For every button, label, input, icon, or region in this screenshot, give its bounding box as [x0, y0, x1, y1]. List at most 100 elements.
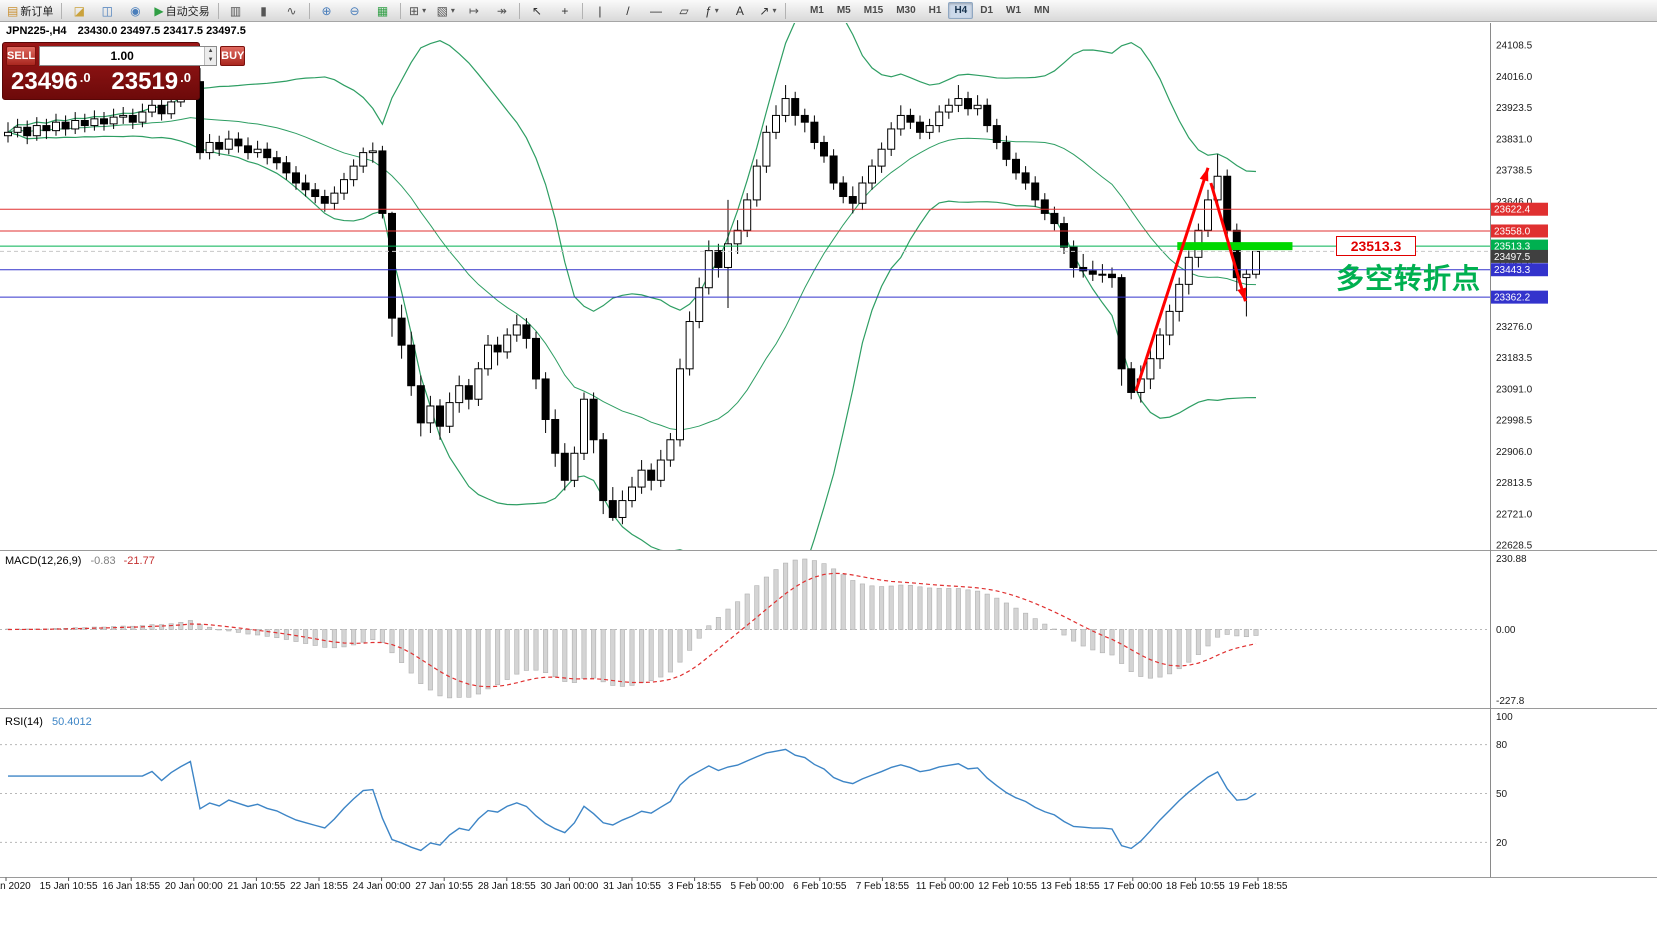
- autotrading-icon: ▶: [154, 3, 164, 18]
- toolbar-group: ⊕ ⊖ ▦: [314, 1, 396, 21]
- timeframe-h1-button[interactable]: H1: [928, 5, 942, 16]
- timeframe-m30-button[interactable]: M30: [896, 5, 916, 16]
- new-chart-button[interactable]: ⊞ ▾: [405, 1, 431, 21]
- candle: [215, 141, 224, 150]
- macd-main-value: -0.83: [90, 555, 116, 567]
- sell-button[interactable]: SELL: [6, 46, 37, 66]
- market-watch-button[interactable]: ◫: [94, 1, 120, 21]
- macd-bar: [408, 629, 414, 674]
- candle: [349, 165, 358, 181]
- tile-windows-button[interactable]: ▦: [370, 1, 396, 21]
- line-chart-mode-icon: ∿: [286, 3, 297, 18]
- volume-increase-button[interactable]: ▲: [205, 47, 217, 56]
- macd-bar: [1042, 623, 1048, 630]
- bar-chart-mode-icon: ▥: [229, 3, 242, 18]
- zoom-out-button[interactable]: ⊖: [342, 1, 368, 21]
- timeframe-w1-button[interactable]: W1: [1006, 5, 1022, 16]
- candle: [493, 344, 502, 353]
- candle: [205, 141, 214, 154]
- new-order-button[interactable]: ▤ 新订单: [3, 1, 57, 21]
- macd-bar: [600, 629, 606, 683]
- candle: [100, 118, 108, 125]
- macd-bar: [1243, 629, 1249, 638]
- macd-bar: [1167, 629, 1173, 675]
- time-tick-label: 30 Jan 00:00: [540, 881, 598, 892]
- candle: [1060, 223, 1068, 248]
- navigator-button[interactable]: ◉: [122, 1, 148, 21]
- timeframe-m1-button[interactable]: M1: [809, 5, 824, 16]
- macd-bar: [802, 558, 808, 630]
- macd-bar: [1186, 629, 1192, 663]
- time-tick-label: 21 Jan 10:55: [227, 881, 285, 892]
- candle: [148, 104, 156, 113]
- macd-bar: [811, 560, 817, 630]
- profiles-icon: ▧: [436, 3, 448, 18]
- candlestick-mode-button[interactable]: ▮: [251, 1, 277, 21]
- toolbar-separator: [581, 2, 583, 19]
- timeframe-d1-button[interactable]: D1: [980, 5, 994, 16]
- crosshair-icon: +: [561, 3, 569, 18]
- trend-arrow-up[interactable]: [1134, 167, 1210, 392]
- candle: [1242, 273, 1251, 279]
- trendline-button[interactable]: /: [615, 1, 641, 21]
- volume-input[interactable]: [40, 47, 205, 65]
- profiles-button[interactable]: ▧ ▾: [433, 1, 459, 21]
- cursor-icon: ↖: [531, 3, 542, 18]
- candle: [1050, 212, 1059, 225]
- time-tick-label: 16 Jan 18:55: [102, 881, 160, 892]
- rsi-axis-label: 80: [1496, 740, 1508, 751]
- crosshair-button[interactable]: +: [552, 1, 578, 21]
- fibonacci-button[interactable]: ƒ ▾: [699, 1, 725, 21]
- candle: [589, 398, 598, 441]
- line-chart-mode-button[interactable]: ∿: [279, 1, 305, 21]
- time-tick-label: 18 Feb 10:55: [1166, 881, 1225, 892]
- chart-shift-button[interactable]: ↦: [461, 1, 487, 21]
- timeframe-h4-button[interactable]: H4: [948, 2, 974, 19]
- timeframe-m5-button[interactable]: M5: [836, 5, 851, 16]
- metaeditor-button[interactable]: ◪: [66, 1, 92, 21]
- vertical-line-button[interactable]: |: [587, 1, 613, 21]
- cursor-button[interactable]: ↖: [524, 1, 550, 21]
- macd-bar: [639, 629, 645, 683]
- macd-bar: [610, 629, 616, 686]
- arrow-head: [1237, 287, 1247, 302]
- buy-button[interactable]: BUY: [220, 46, 246, 66]
- candle: [848, 196, 857, 204]
- macd-bar: [696, 629, 702, 639]
- timeframe-m15-button[interactable]: M15: [863, 5, 884, 16]
- macd-bar: [197, 624, 203, 630]
- macd-bar: [533, 629, 539, 671]
- macd-bar: [1195, 629, 1201, 655]
- candle: [570, 452, 579, 481]
- candle: [196, 81, 204, 154]
- turning-point-annotation[interactable]: 多空转折点: [1336, 263, 1482, 294]
- candle: [800, 114, 809, 123]
- macd-bar: [1023, 612, 1029, 630]
- volume-decrease-button[interactable]: ▼: [205, 56, 217, 65]
- bar-chart-mode-button[interactable]: ▥: [223, 1, 249, 21]
- candle: [522, 324, 531, 339]
- candle: [42, 125, 51, 132]
- macd-bar: [725, 608, 731, 630]
- macd-bar: [437, 629, 443, 697]
- trend-arrow-down[interactable]: [1209, 182, 1247, 302]
- arrows-button[interactable]: ↗ ▾: [755, 1, 781, 21]
- price-callout-label[interactable]: 23513.3: [1336, 236, 1416, 256]
- equidistant-channel-button[interactable]: ▱: [671, 1, 697, 21]
- timeframe-mn-button[interactable]: MN: [1034, 5, 1050, 16]
- auto-scroll-button[interactable]: ↠: [489, 1, 515, 21]
- macd-bar: [1234, 629, 1240, 637]
- horizontal-line-button[interactable]: —: [643, 1, 669, 21]
- macd-bar: [706, 625, 712, 630]
- time-tick-label: 27 Jan 10:55: [415, 881, 473, 892]
- time-tick-label: 3 Feb 18:55: [668, 881, 722, 892]
- price-tick-label: 22628.5: [1496, 541, 1533, 552]
- candle: [359, 152, 368, 167]
- price-tag: [1491, 249, 1548, 263]
- rsi-axis-label: 50: [1496, 789, 1508, 800]
- toolbar-group: ⊞ ▾ ▧ ▾ ↦ ↠: [405, 1, 515, 21]
- zoom-in-button[interactable]: ⊕: [314, 1, 340, 21]
- candle: [340, 179, 348, 194]
- text-label-button[interactable]: A: [727, 1, 753, 21]
- autotrading-button[interactable]: ▶ 自动交易: [150, 1, 213, 21]
